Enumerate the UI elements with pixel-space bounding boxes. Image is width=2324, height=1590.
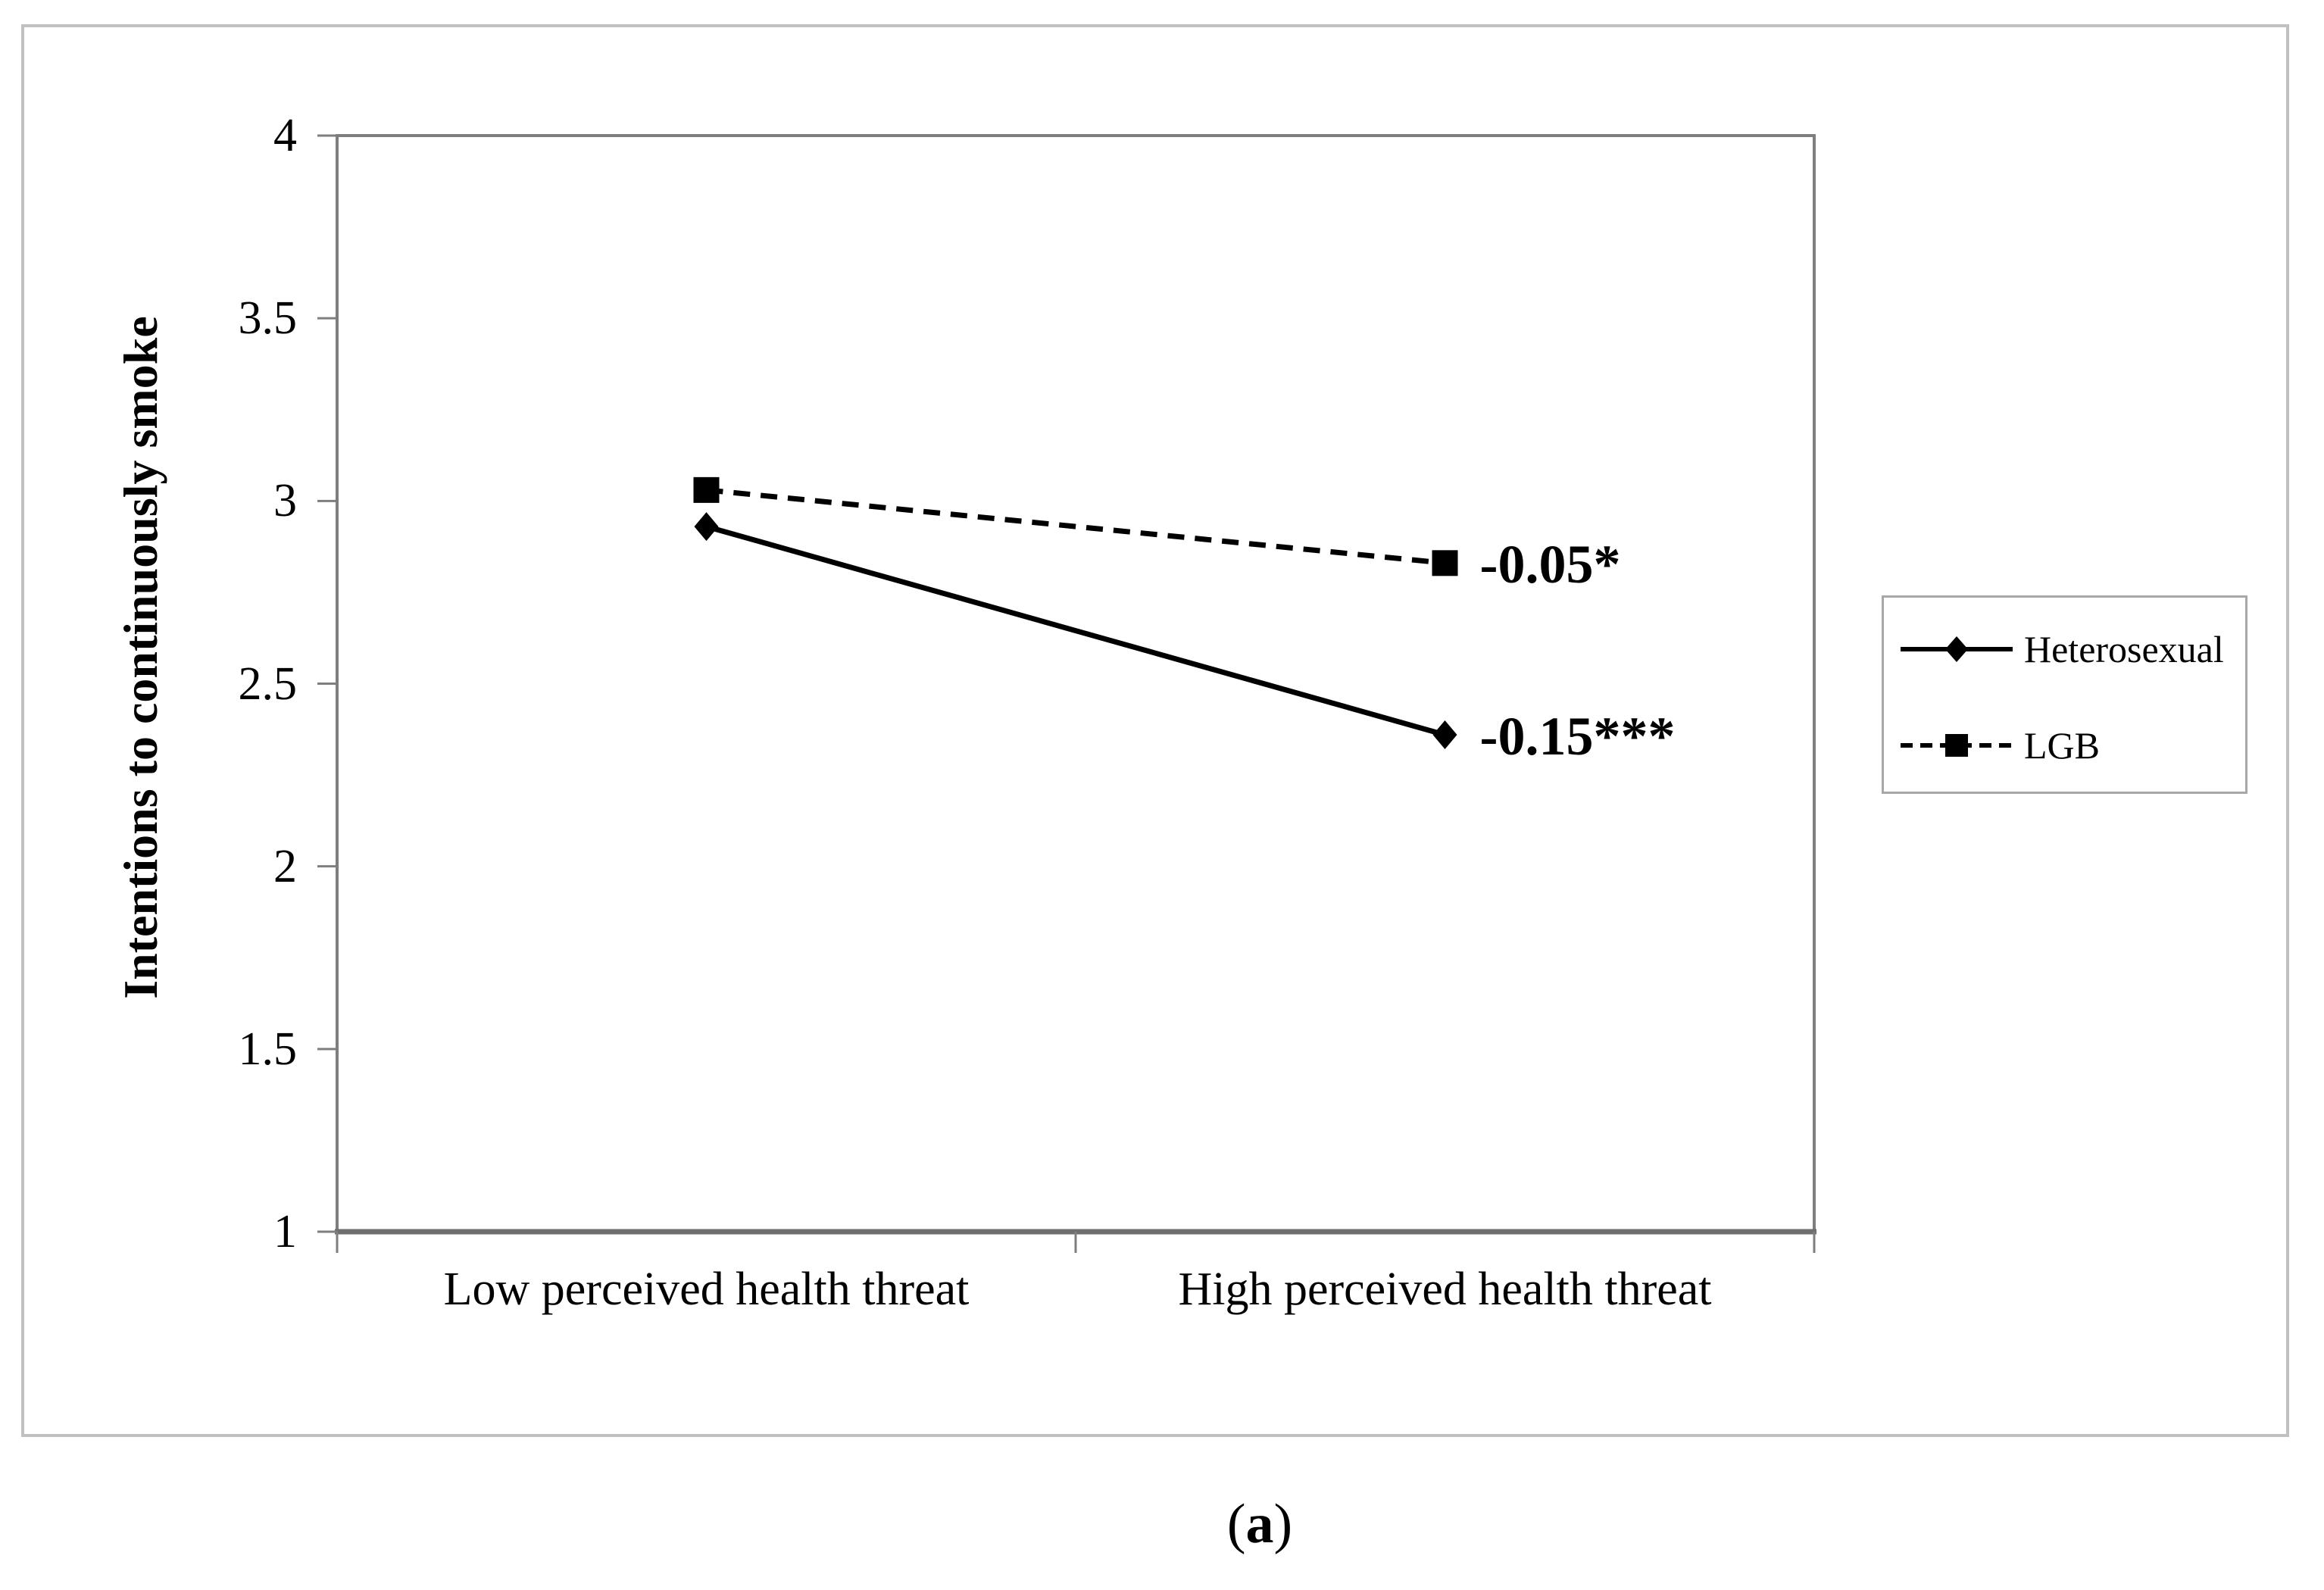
slope-annotation-lgb: -0.05* (1479, 534, 1621, 595)
marker-square (693, 476, 720, 503)
y-tick-label: 1.5 (238, 1023, 298, 1075)
legend-sample-square (1901, 734, 2013, 757)
y-tick-label: 2.5 (238, 658, 298, 710)
y-tick-label: 1 (273, 1206, 297, 1257)
y-tick-label: 2 (273, 840, 297, 892)
x-category-label: Low perceived health threat (443, 1264, 970, 1315)
figure-caption: (a) (1227, 1496, 1292, 1552)
legend-sample-diamond (1901, 636, 2013, 662)
legend-item-lgb: LGB (1899, 726, 2100, 764)
marker-diamond (1432, 720, 1457, 750)
plot-border (336, 134, 1816, 1233)
series-line-heterosexual (705, 523, 1446, 738)
marker-diamond (694, 512, 719, 542)
y-axis-tick-labels: 1 1.5 2 2.5 3 3.5 4 (0, 0, 298, 1590)
y-tick-label: 3 (273, 475, 297, 527)
caption-close-paren: ) (1273, 1493, 1293, 1555)
legend-label: LGB (2024, 724, 2100, 767)
caption-letter: a (1245, 1493, 1274, 1555)
x-category-label: High perceived health threat (1178, 1264, 1712, 1315)
slope-annotation-heterosexual: -0.15*** (1479, 706, 1676, 767)
legend: Heterosexual LGB (1882, 595, 2247, 794)
y-tick-label: 3.5 (238, 292, 298, 345)
legend-label: Heterosexual (2024, 628, 2224, 670)
y-tick-label: 4 (273, 110, 297, 161)
caption-open-paren: ( (1226, 1493, 1246, 1555)
marker-square (1432, 550, 1458, 576)
legend-marker-diamond (1945, 636, 1968, 662)
legend-marker-square (1945, 734, 1968, 757)
legend-item-heterosexual: Heterosexual (1899, 630, 2224, 668)
series-line-lgb (706, 487, 1445, 566)
